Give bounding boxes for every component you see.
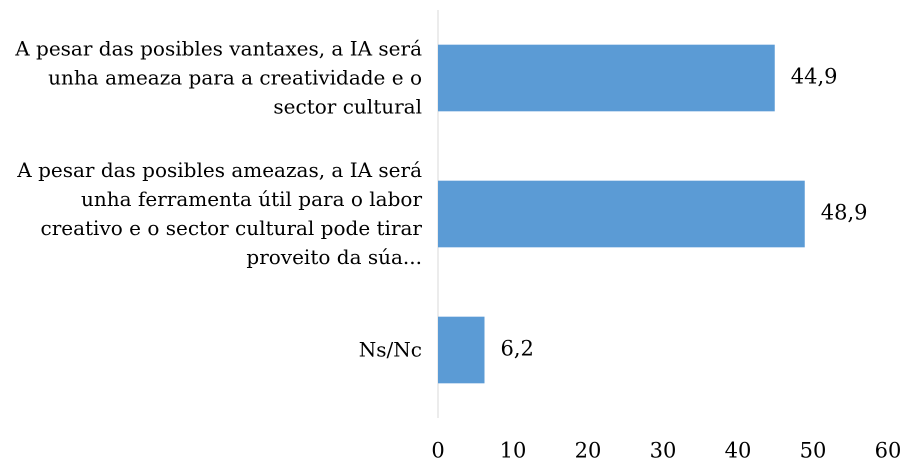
y-tick-label: A pesar das posibles vantaxes, a IA será… xyxy=(15,36,422,119)
x-tick-label: 30 xyxy=(650,439,677,463)
bar xyxy=(438,44,775,112)
y-tick-label: Ns/Nc xyxy=(358,337,422,362)
bar xyxy=(438,180,805,248)
value-label: 44,9 xyxy=(791,65,838,89)
value-label: 6,2 xyxy=(501,337,534,361)
x-tick-label: 10 xyxy=(500,439,527,463)
y-tick-label: A pesar das posibles ameazas, a IA será … xyxy=(17,158,422,269)
value-label: 48,9 xyxy=(821,201,868,225)
x-tick-label: 50 xyxy=(800,439,827,463)
bar xyxy=(438,316,485,384)
x-tick-label: 40 xyxy=(725,439,752,463)
x-tick-label: 20 xyxy=(575,439,602,463)
x-tick-label: 60 xyxy=(875,439,902,463)
x-tick-label: 0 xyxy=(431,439,444,463)
